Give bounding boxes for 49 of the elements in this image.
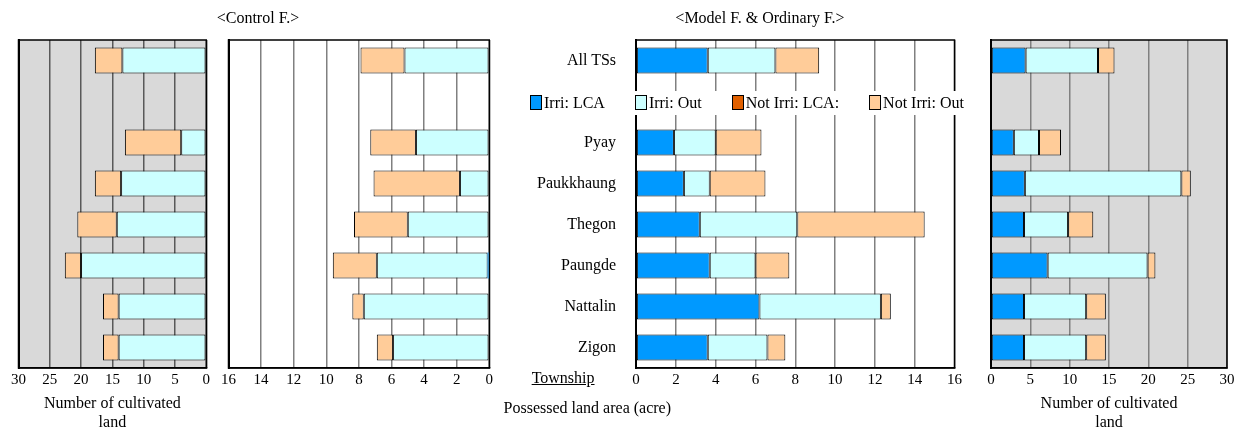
legend-label: Not Irri: Out bbox=[883, 93, 964, 112]
y-tick-label: Nattalin bbox=[564, 296, 617, 314]
x-tick-label: 20 bbox=[73, 370, 89, 387]
x-tick-label: 8 bbox=[355, 370, 363, 387]
x-tick-label: 15 bbox=[1101, 370, 1117, 387]
x-tick-label: 0 bbox=[202, 370, 210, 387]
y-axis-title: Township bbox=[530, 368, 596, 387]
y-tick-label: All TSs bbox=[567, 50, 617, 68]
x-tick-label: 20 bbox=[1140, 370, 1156, 387]
x-tick-label: 10 bbox=[827, 370, 843, 387]
x-tick-label: 5 bbox=[1026, 370, 1035, 387]
legend-label: Irri: LCA bbox=[544, 93, 605, 112]
x-tick-label: 25 bbox=[42, 370, 58, 387]
y-tick-label: Pyay bbox=[584, 132, 617, 151]
x-tick-label: 10 bbox=[136, 370, 152, 387]
x-tick-label: 16 bbox=[221, 370, 237, 387]
legend-label: Irri: Out bbox=[648, 93, 702, 112]
x-tick-label: 10 bbox=[1062, 370, 1078, 387]
x-tick-label: 6 bbox=[387, 370, 396, 387]
x-tick-label: 2 bbox=[452, 370, 461, 387]
x-tick-label: 0 bbox=[632, 370, 640, 387]
y-tick-label: Paungde bbox=[560, 255, 617, 274]
x-tick-label: 12 bbox=[286, 370, 302, 387]
x-tick-label: 2 bbox=[672, 370, 680, 387]
x-axis-title: Number of cultivated land bbox=[1039, 393, 1179, 431]
x-tick-label: 0 bbox=[987, 370, 995, 387]
x-tick-label: 14 bbox=[907, 370, 923, 387]
y-tick-label: Thegon bbox=[567, 214, 617, 233]
chart-title: <Control F.> bbox=[215, 8, 301, 27]
x-tick-label: 30 bbox=[11, 370, 26, 387]
x-tick-label: 8 bbox=[791, 370, 800, 387]
x-tick-label: 6 bbox=[751, 370, 760, 387]
x-tick-label: 16 bbox=[947, 370, 963, 387]
x-tick-label: 4 bbox=[420, 370, 429, 387]
x-tick-label: 15 bbox=[104, 370, 120, 387]
x-tick-label: 0 bbox=[485, 370, 493, 387]
x-tick-label: 4 bbox=[711, 370, 720, 387]
chart-title: <Model F. & Ordinary F.> bbox=[674, 8, 846, 27]
y-tick-label: Paukkhaung bbox=[536, 173, 617, 192]
legend-label: Not Irri: LCA: bbox=[745, 93, 840, 112]
x-axis-title: Number of cultivated land bbox=[42, 393, 182, 431]
x-axis-title: Possessed land area (acre) bbox=[502, 398, 673, 417]
x-tick-label: 5 bbox=[171, 370, 179, 387]
x-tick-label: 30 bbox=[1219, 370, 1235, 387]
y-tick-label: Zigon bbox=[577, 337, 617, 356]
x-tick-label: 25 bbox=[1180, 370, 1196, 387]
x-tick-label: 12 bbox=[867, 370, 883, 387]
x-tick-label: 10 bbox=[318, 370, 334, 387]
x-tick-label: 14 bbox=[253, 370, 270, 387]
